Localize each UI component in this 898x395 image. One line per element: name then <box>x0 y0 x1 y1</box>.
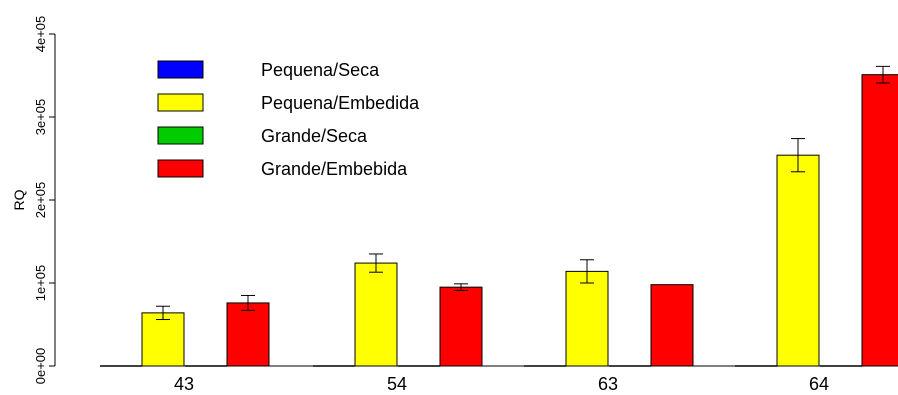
bars <box>100 65 898 367</box>
legend-swatch <box>157 93 204 112</box>
x-axis-labels: 43 54 63 64 <box>174 374 829 394</box>
bar-43-2 <box>141 312 185 367</box>
legend-label: Grande/Seca <box>261 126 368 146</box>
x-tick-label: 63 <box>598 374 618 394</box>
legend-label: Pequena/Embedida <box>261 93 420 113</box>
x-tick-label: 54 <box>387 374 407 394</box>
legend: Pequena/Seca Pequena/Embedida Grande/Seca G… <box>157 60 420 179</box>
x-tick-label: 43 <box>174 374 194 394</box>
legend-label: Pequena/Seca <box>261 60 380 80</box>
bar-64-2 <box>776 154 820 367</box>
y-axis-title: RQ <box>11 189 27 210</box>
bar-63-4 <box>650 284 694 367</box>
legend-swatch <box>157 60 204 79</box>
bar-63-2 <box>565 270 609 367</box>
legend-swatch <box>157 159 204 178</box>
y-tick-label: 4e+05 <box>33 16 48 53</box>
bar-64-4 <box>861 74 898 367</box>
x-tick-label: 64 <box>809 374 829 394</box>
y-axis: 0e+00 1e+05 2e+05 3e+05 4e+05 RQ <box>11 16 56 385</box>
legend-swatch <box>157 126 204 145</box>
y-tick-label: 2e+05 <box>33 182 48 219</box>
y-ticks: 0e+00 1e+05 2e+05 3e+05 4e+05 <box>33 16 55 385</box>
y-tick-label: 0e+00 <box>33 348 48 385</box>
bar-43-4 <box>226 302 270 367</box>
bar-54-2 <box>354 262 398 367</box>
legend-label: Grande/Embebida <box>261 159 408 179</box>
y-tick-label: 3e+05 <box>33 99 48 136</box>
y-tick-label: 1e+05 <box>33 265 48 302</box>
bar-54-4 <box>439 286 483 367</box>
